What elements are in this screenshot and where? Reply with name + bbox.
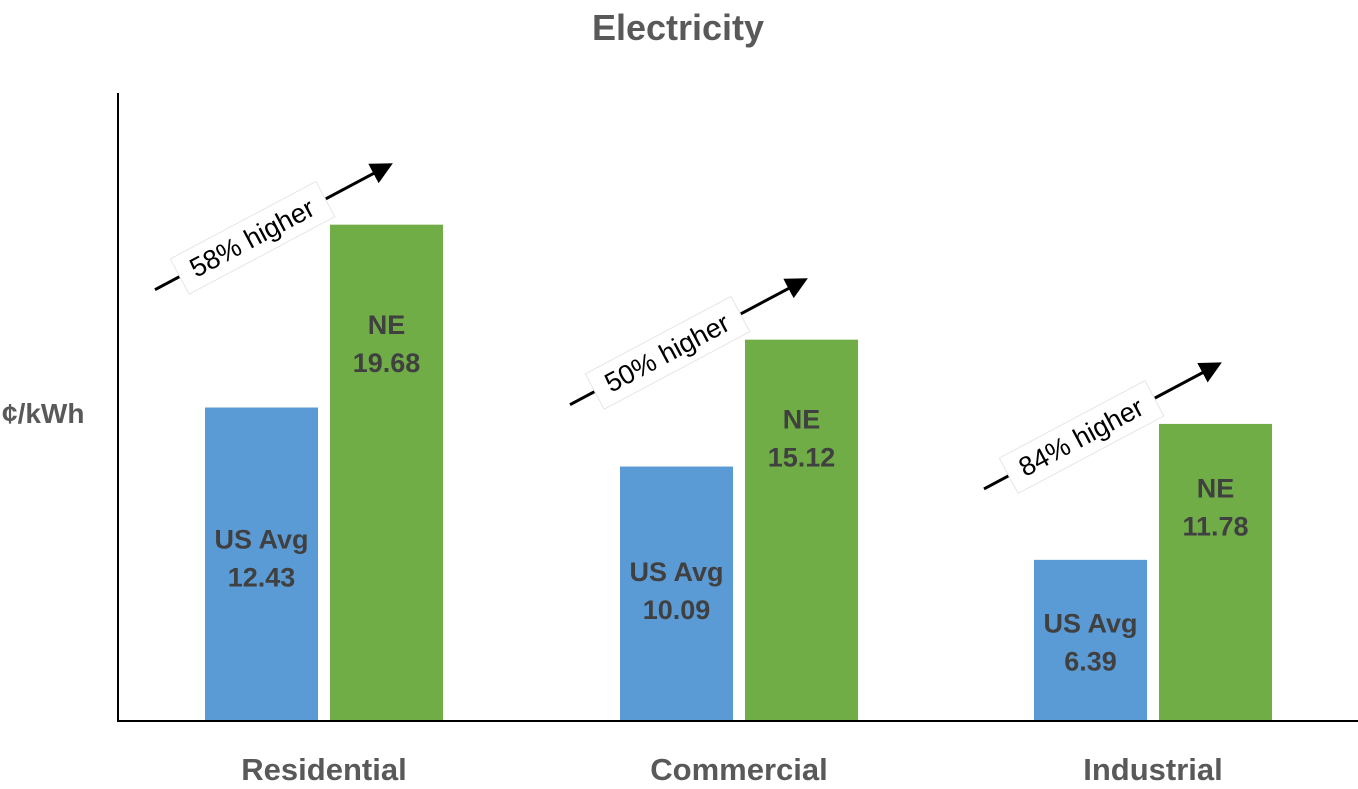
data-label-name: US Avg — [1043, 608, 1137, 638]
annotation-box — [584, 295, 751, 410]
y-axis-label: ¢/kWh — [2, 398, 84, 429]
x-tick-label: Commercial — [650, 752, 827, 787]
data-label-name: NE — [368, 310, 406, 340]
annotation-label: 84% higher — [1014, 392, 1149, 483]
data-label-name: NE — [783, 404, 821, 434]
annotation-box — [169, 180, 336, 295]
data-label-name: NE — [1197, 473, 1235, 503]
bar-ne-industrial — [1159, 423, 1272, 721]
bar-us-avg-commercial — [620, 466, 733, 721]
data-label-name: US Avg — [629, 557, 723, 587]
data-label-value: 6.39 — [1064, 646, 1117, 676]
bar-ne-residential — [330, 224, 443, 721]
x-tick-label: Residential — [241, 752, 406, 787]
data-label-value: 19.68 — [353, 348, 421, 378]
data-label-value: 12.43 — [228, 563, 296, 593]
annotation-label: 50% higher — [600, 308, 735, 399]
bar-us-avg-industrial — [1034, 559, 1147, 721]
annotation-box — [998, 379, 1165, 495]
chart-title: Electricity — [592, 7, 764, 48]
data-label-name: US Avg — [214, 525, 308, 555]
data-label-value: 15.12 — [768, 442, 836, 472]
bar-us-avg-residential — [205, 407, 318, 721]
bar-ne-commercial — [745, 339, 858, 721]
data-label-value: 10.09 — [643, 595, 711, 625]
plot-area: US Avg 12.43 NE 19.68 Residential 58% higher U… — [154, 163, 1272, 787]
data-label-value: 11.78 — [1182, 511, 1248, 541]
x-tick-label: Industrial — [1083, 752, 1223, 787]
annotation-label: 58% higher — [185, 193, 320, 284]
